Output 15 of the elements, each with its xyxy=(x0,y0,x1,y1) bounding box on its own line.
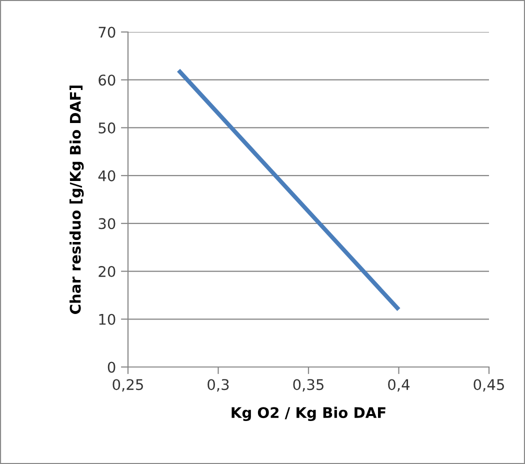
y-tick-label: 40 xyxy=(98,170,116,182)
y-tick-label: 60 xyxy=(98,74,116,86)
y-tick-label: 50 xyxy=(98,122,116,134)
y-axis-title: Char residuo [g/Kg Bio DAF] xyxy=(70,86,84,314)
x-tick-label: 0,25 xyxy=(112,379,143,392)
x-tick-label: 0,4 xyxy=(388,379,410,392)
x-axis-title: Kg O2 / Kg Bio DAF xyxy=(232,406,386,422)
y-tick-label: 10 xyxy=(99,314,116,325)
y-tick-label: 70 xyxy=(98,26,116,38)
x-tick-label: 0,35 xyxy=(293,379,324,392)
x-tick-label: 0,3 xyxy=(208,379,229,392)
x-tick-label: 0,45 xyxy=(474,379,504,392)
y-tick-label: 20 xyxy=(98,266,116,278)
y-tick-label: 30 xyxy=(98,218,116,230)
y-tick-label: 0 xyxy=(108,362,116,373)
